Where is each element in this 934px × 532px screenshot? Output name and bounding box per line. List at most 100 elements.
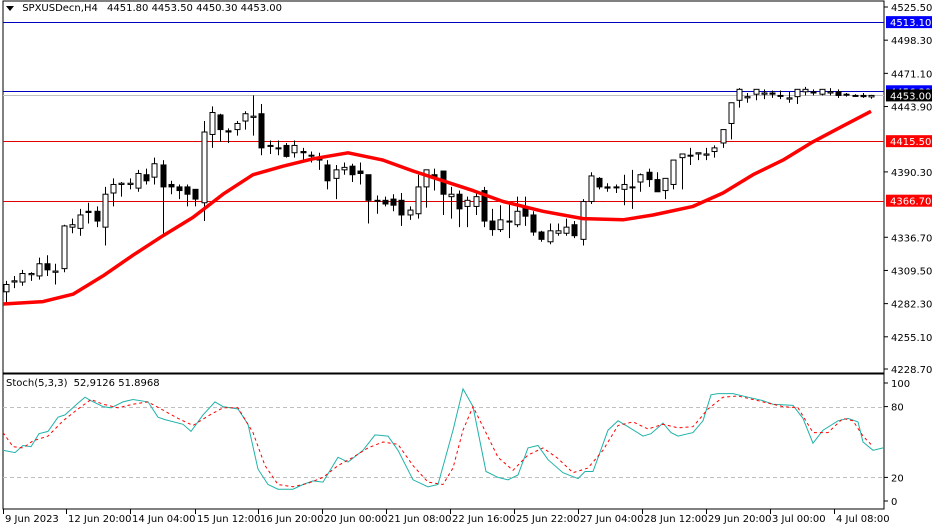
bull-candle xyxy=(695,152,702,155)
bear-candle xyxy=(160,164,167,188)
bull-candle xyxy=(308,154,315,157)
bull-candle xyxy=(744,96,751,99)
stochastic-pane-frame xyxy=(2,373,885,510)
time-tick-label: 3 Jul 00:00 xyxy=(772,514,826,525)
bear-candle xyxy=(184,186,191,195)
bull-candle xyxy=(267,144,274,147)
bull-candle xyxy=(868,94,875,98)
bull-candle xyxy=(703,153,710,156)
time-tick-label: 12 Jun 20:00 xyxy=(68,514,132,525)
bull-candle xyxy=(3,283,10,293)
bull-candle xyxy=(110,183,117,194)
bull-candle xyxy=(118,182,125,185)
stochastic-main-line xyxy=(2,387,884,490)
bear-candle xyxy=(596,177,603,188)
bull-candle xyxy=(819,88,826,95)
time-tick-label: 29 Jun 20:00 xyxy=(708,514,772,525)
bear-candle xyxy=(357,170,364,174)
bull-candle xyxy=(588,175,595,203)
bull-candle xyxy=(473,196,480,207)
bull-candle xyxy=(687,154,694,157)
time-tick-label: 27 Jun 04:00 xyxy=(580,514,644,525)
bull-candle xyxy=(464,199,471,207)
bull-candle xyxy=(407,209,414,216)
bull-candle xyxy=(555,230,562,234)
bear-candle xyxy=(176,186,183,192)
bear-candle xyxy=(538,231,545,240)
stochastic-tick-label: 80 xyxy=(891,403,904,414)
bull-candle xyxy=(61,225,68,270)
bull-candle xyxy=(852,94,859,97)
bull-candle xyxy=(802,88,809,93)
bull-candle xyxy=(135,172,142,189)
bull-candle xyxy=(234,122,241,131)
price-tick-label: 4309.50 xyxy=(891,266,932,277)
bull-candle xyxy=(333,169,340,179)
bear-candle xyxy=(217,114,224,131)
stochastic-title: Stoch(5,3,3) 52,9126 51.8968 xyxy=(6,378,160,389)
time-tick-label: 20 Jun 00:00 xyxy=(324,514,388,525)
stochastic-tick-label: 100 xyxy=(891,379,910,390)
moving-average-line xyxy=(2,109,872,306)
bear-candle xyxy=(654,179,661,193)
bull-candle xyxy=(69,224,76,228)
price-label-badge xyxy=(886,16,932,29)
bear-candle xyxy=(258,113,265,149)
bull-candle xyxy=(52,270,59,273)
bull-candle xyxy=(514,210,521,226)
price-label-value: 4415.50 xyxy=(890,137,931,148)
bull-candle xyxy=(275,147,282,150)
bull-candle xyxy=(423,169,430,188)
bear-candle xyxy=(481,190,488,222)
bear-candle xyxy=(646,171,653,181)
stochastic-values: 52,9126 51.8968 xyxy=(73,378,160,389)
price-tick-label: 4255.10 xyxy=(891,333,932,344)
bear-candle xyxy=(382,199,389,205)
bull-candle xyxy=(77,214,84,229)
bear-candle xyxy=(324,164,331,182)
bull-candle xyxy=(11,280,18,283)
bear-candle xyxy=(283,144,290,157)
bull-candle xyxy=(736,88,743,101)
bull-candle xyxy=(580,201,587,240)
bull-candle xyxy=(151,163,158,178)
bull-candle xyxy=(563,226,570,234)
bear-candle xyxy=(835,91,842,96)
bull-candle xyxy=(777,94,784,97)
bear-candle xyxy=(530,214,537,233)
triangle-down-icon[interactable] xyxy=(6,5,14,11)
time-tick-label: 22 Jun 16:00 xyxy=(452,514,516,525)
stochastic-signal-line xyxy=(2,395,872,488)
price-tick-label: 4336.70 xyxy=(891,233,932,244)
bull-candle xyxy=(28,272,35,276)
bull-candle xyxy=(415,186,422,215)
price-tick-label: 4498.30 xyxy=(891,36,932,47)
time-tick-label: 14 Jun 04:00 xyxy=(132,514,196,525)
bear-candle xyxy=(44,263,51,271)
bull-candle xyxy=(242,113,249,122)
bear-candle xyxy=(860,94,867,98)
price-tick-label: 4525.50 xyxy=(891,3,932,14)
bear-candle xyxy=(456,193,463,210)
bull-candle xyxy=(102,193,109,228)
price-label-badge xyxy=(886,135,932,148)
price-tick-label: 4471.10 xyxy=(891,69,932,80)
bull-candle xyxy=(720,129,727,144)
bull-candle xyxy=(506,220,513,223)
bull-candle xyxy=(127,182,134,185)
bear-candle xyxy=(85,210,92,214)
price-tick-label: 4443.90 xyxy=(891,103,932,114)
bear-candle xyxy=(143,174,150,182)
price-label-badge xyxy=(886,89,932,102)
bull-candle xyxy=(711,147,718,153)
bull-candle xyxy=(843,93,850,96)
bull-candle xyxy=(679,153,686,159)
bull-candle xyxy=(670,159,677,185)
bull-candle xyxy=(497,219,504,231)
bull-candle xyxy=(341,166,348,171)
bull-candle xyxy=(728,102,735,124)
bull-candle xyxy=(637,174,644,183)
bear-candle xyxy=(390,198,397,206)
